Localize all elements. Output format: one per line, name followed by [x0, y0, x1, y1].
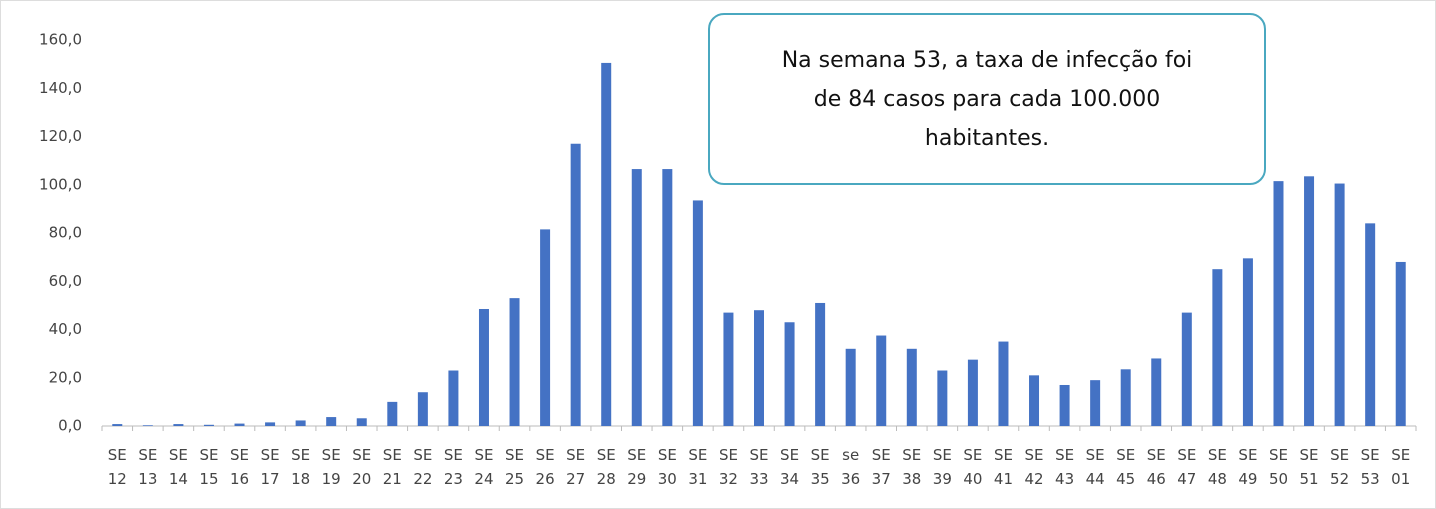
bar — [1395, 261, 1406, 426]
bar — [203, 424, 214, 426]
x-tick-label: SE 13 — [138, 446, 158, 488]
x-tick-label: SE 18 — [291, 446, 311, 488]
x-tick-label: SE 28 — [596, 446, 616, 488]
x-tick-label: SE 32 — [718, 446, 738, 488]
bar — [478, 308, 489, 426]
bar — [1120, 369, 1131, 426]
bar — [723, 312, 734, 426]
bar — [692, 200, 703, 426]
bar — [173, 424, 184, 426]
x-tick-label: SE 12 — [107, 446, 127, 488]
x-tick-label: SE 41 — [993, 446, 1013, 488]
y-tick-label: 120,0 — [39, 127, 82, 145]
bar — [998, 341, 1009, 426]
x-tick-label: SE 52 — [1330, 446, 1350, 488]
bar — [417, 392, 428, 426]
x-tick-label: SE 30 — [657, 446, 677, 488]
bar — [876, 335, 887, 426]
bar — [1242, 258, 1253, 426]
x-tick-label: SE 20 — [352, 446, 372, 488]
bar — [234, 423, 245, 426]
bar — [1181, 312, 1192, 426]
bar — [1090, 380, 1101, 426]
x-tick-label: SE 17 — [260, 446, 280, 488]
y-tick-label: 140,0 — [39, 79, 82, 97]
x-tick-label: SE 39 — [932, 446, 952, 488]
x-tick-label: SE 14 — [168, 446, 188, 488]
x-tick-label: SE 46 — [1146, 446, 1166, 488]
x-tick-label: SE 29 — [627, 446, 647, 488]
bar — [845, 348, 856, 426]
x-tick-label: SE 24 — [474, 446, 494, 488]
x-tick-label: SE 23 — [443, 446, 463, 488]
y-tick-label: 80,0 — [49, 224, 82, 242]
bar — [356, 418, 367, 426]
bar — [509, 298, 520, 426]
y-tick-label: 100,0 — [39, 175, 82, 193]
y-tick-label: 40,0 — [49, 320, 82, 338]
bar — [326, 417, 337, 426]
bar — [815, 302, 826, 426]
x-tick-label: SE 31 — [688, 446, 708, 488]
x-tick-label: SE 38 — [902, 446, 922, 488]
bar — [1059, 384, 1070, 426]
bar — [754, 310, 764, 426]
bar — [448, 370, 459, 426]
bar — [265, 422, 276, 426]
bar — [387, 401, 398, 426]
x-tick-label: SE 01 — [1391, 446, 1411, 488]
bar — [601, 62, 612, 426]
x-tick-label: SE 25 — [504, 446, 525, 488]
bar — [1273, 181, 1284, 426]
x-tick-label: SE 19 — [321, 446, 341, 488]
x-tick-label: SE 21 — [382, 446, 402, 488]
x-tick-label: SE 22 — [413, 446, 433, 488]
x-tick-label: SE 42 — [1024, 446, 1044, 488]
y-tick-label: 60,0 — [49, 272, 82, 290]
x-tick-label: SE 49 — [1238, 446, 1258, 488]
bar — [540, 229, 551, 426]
bar — [1365, 223, 1376, 426]
x-tick-label: se 36 — [841, 446, 861, 488]
bar — [1029, 375, 1040, 426]
bar — [631, 169, 642, 426]
x-tick-label: SE 51 — [1299, 446, 1319, 488]
bar — [1334, 183, 1345, 426]
x-tick-label: SE 45 — [1116, 446, 1136, 488]
bar — [967, 359, 978, 426]
x-tick-label: SE 15 — [199, 446, 219, 488]
x-tick-label: SE 53 — [1360, 446, 1380, 488]
y-tick-label: 160,0 — [39, 31, 82, 49]
x-tick-label: SE 34 — [780, 446, 800, 488]
bar — [570, 143, 581, 427]
x-tick-label: SE 47 — [1177, 446, 1197, 488]
bar — [1304, 176, 1315, 426]
x-tick-label: SE 50 — [1268, 446, 1289, 488]
bar — [906, 348, 917, 426]
x-tick-label: SE 33 — [749, 446, 769, 488]
x-tick-label: SE 44 — [1085, 446, 1105, 488]
x-tick-label: SE 40 — [963, 446, 983, 488]
x-tick-label: SE 37 — [871, 446, 891, 488]
bar — [937, 370, 948, 426]
y-tick-label: 20,0 — [49, 368, 82, 386]
x-tick-label: SE 27 — [566, 446, 586, 488]
bar — [1212, 269, 1223, 426]
bar — [662, 169, 673, 426]
bar — [1151, 358, 1162, 426]
x-tick-label: SE 16 — [229, 446, 250, 488]
annotation: Na semana 53, a taxa de infecção foi de … — [708, 13, 1266, 185]
x-tick-label: SE 48 — [1207, 446, 1227, 488]
x-tick-label: SE 43 — [1055, 446, 1075, 488]
y-tick-label: 0,0 — [58, 417, 82, 435]
bar — [295, 420, 306, 426]
x-tick-label: SE 26 — [535, 446, 555, 488]
bar — [112, 424, 123, 426]
x-tick-label: SE 35 — [810, 446, 830, 488]
bar — [784, 322, 795, 426]
bar — [142, 425, 153, 426]
